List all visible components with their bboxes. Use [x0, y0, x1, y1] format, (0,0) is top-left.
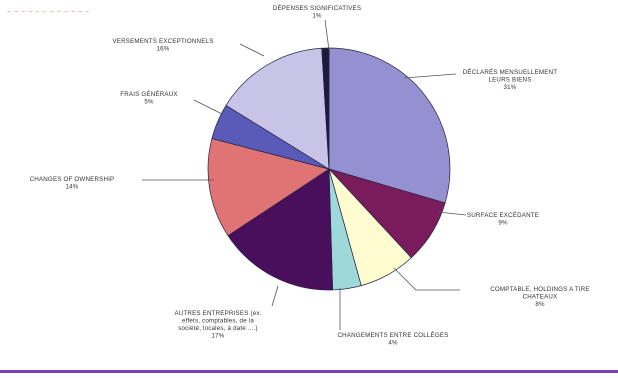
slice-label-5: AUTRES ENTREPRISES (ex. effets, comptable… — [174, 310, 261, 340]
leader-line-3 — [393, 267, 460, 291]
pie-chart: DÉCLARÉS MENSUELLEMENT LEURS BIENS 31% SURF… — [30, 5, 590, 347]
slice-label-4: CHANGEMENTS ENTRE COLLÈGES 4% — [337, 332, 448, 347]
leader-line-1 — [403, 73, 457, 79]
slice-label-1: DÉCLARÉS MENSUELLEMENT LEURS BIENS 31% — [463, 69, 558, 91]
slice-label-2: SURFACE EXCÉDANTE 9% — [467, 212, 539, 227]
pie-slice-8 — [225, 47, 330, 170]
pie-slice-1 — [328, 47, 451, 204]
leader-line-5 — [271, 285, 279, 307]
pie-slice-5 — [227, 168, 333, 291]
page-title: ............ — [6, 0, 91, 12]
slice-label-9: DÉPENSES SIGNIFICATIVES 1% — [273, 5, 361, 20]
leader-line-2 — [437, 211, 467, 216]
slice-label-6: CHANGES OF OWNERSHIP 14% — [30, 176, 115, 191]
slice-label-3: COMPTABLE, HOLDINGS A TIRE CHATEAUX 8% — [490, 286, 590, 308]
leader-line-8 — [239, 43, 265, 57]
leader-line-9 — [324, 19, 330, 51]
pie-slice-6 — [207, 138, 330, 237]
slice-label-8: VERSEMENTS EXCEPTIONNELS 16% — [112, 38, 213, 53]
slice-label-7: FRAIS GÉNÉRAUX 5% — [120, 91, 177, 106]
bottom-divider — [0, 370, 618, 373]
leader-line-7 — [193, 99, 223, 115]
